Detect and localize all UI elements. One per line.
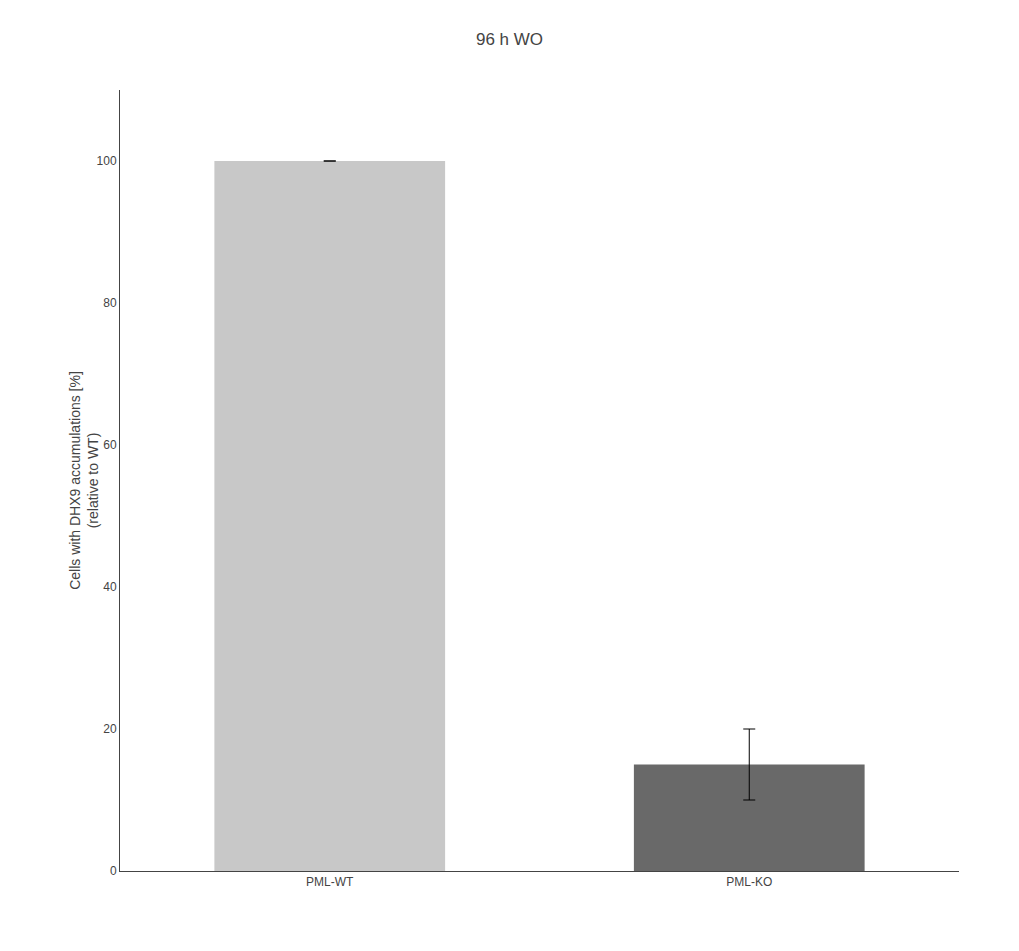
svg-text:40: 40 <box>103 580 117 594</box>
svg-text:PML-WT: PML-WT <box>306 875 354 889</box>
svg-text:96 h WO: 96 h WO <box>476 30 543 49</box>
svg-text:80: 80 <box>103 296 117 310</box>
svg-text:PML-KO: PML-KO <box>726 875 772 889</box>
svg-text:20: 20 <box>103 722 117 736</box>
svg-text:0: 0 <box>110 864 117 878</box>
svg-text:60: 60 <box>103 438 117 452</box>
svg-text:Cells with DHX9 accumulations: Cells with DHX9 accumulations [%](relati… <box>67 371 101 590</box>
svg-text:100: 100 <box>97 154 117 168</box>
